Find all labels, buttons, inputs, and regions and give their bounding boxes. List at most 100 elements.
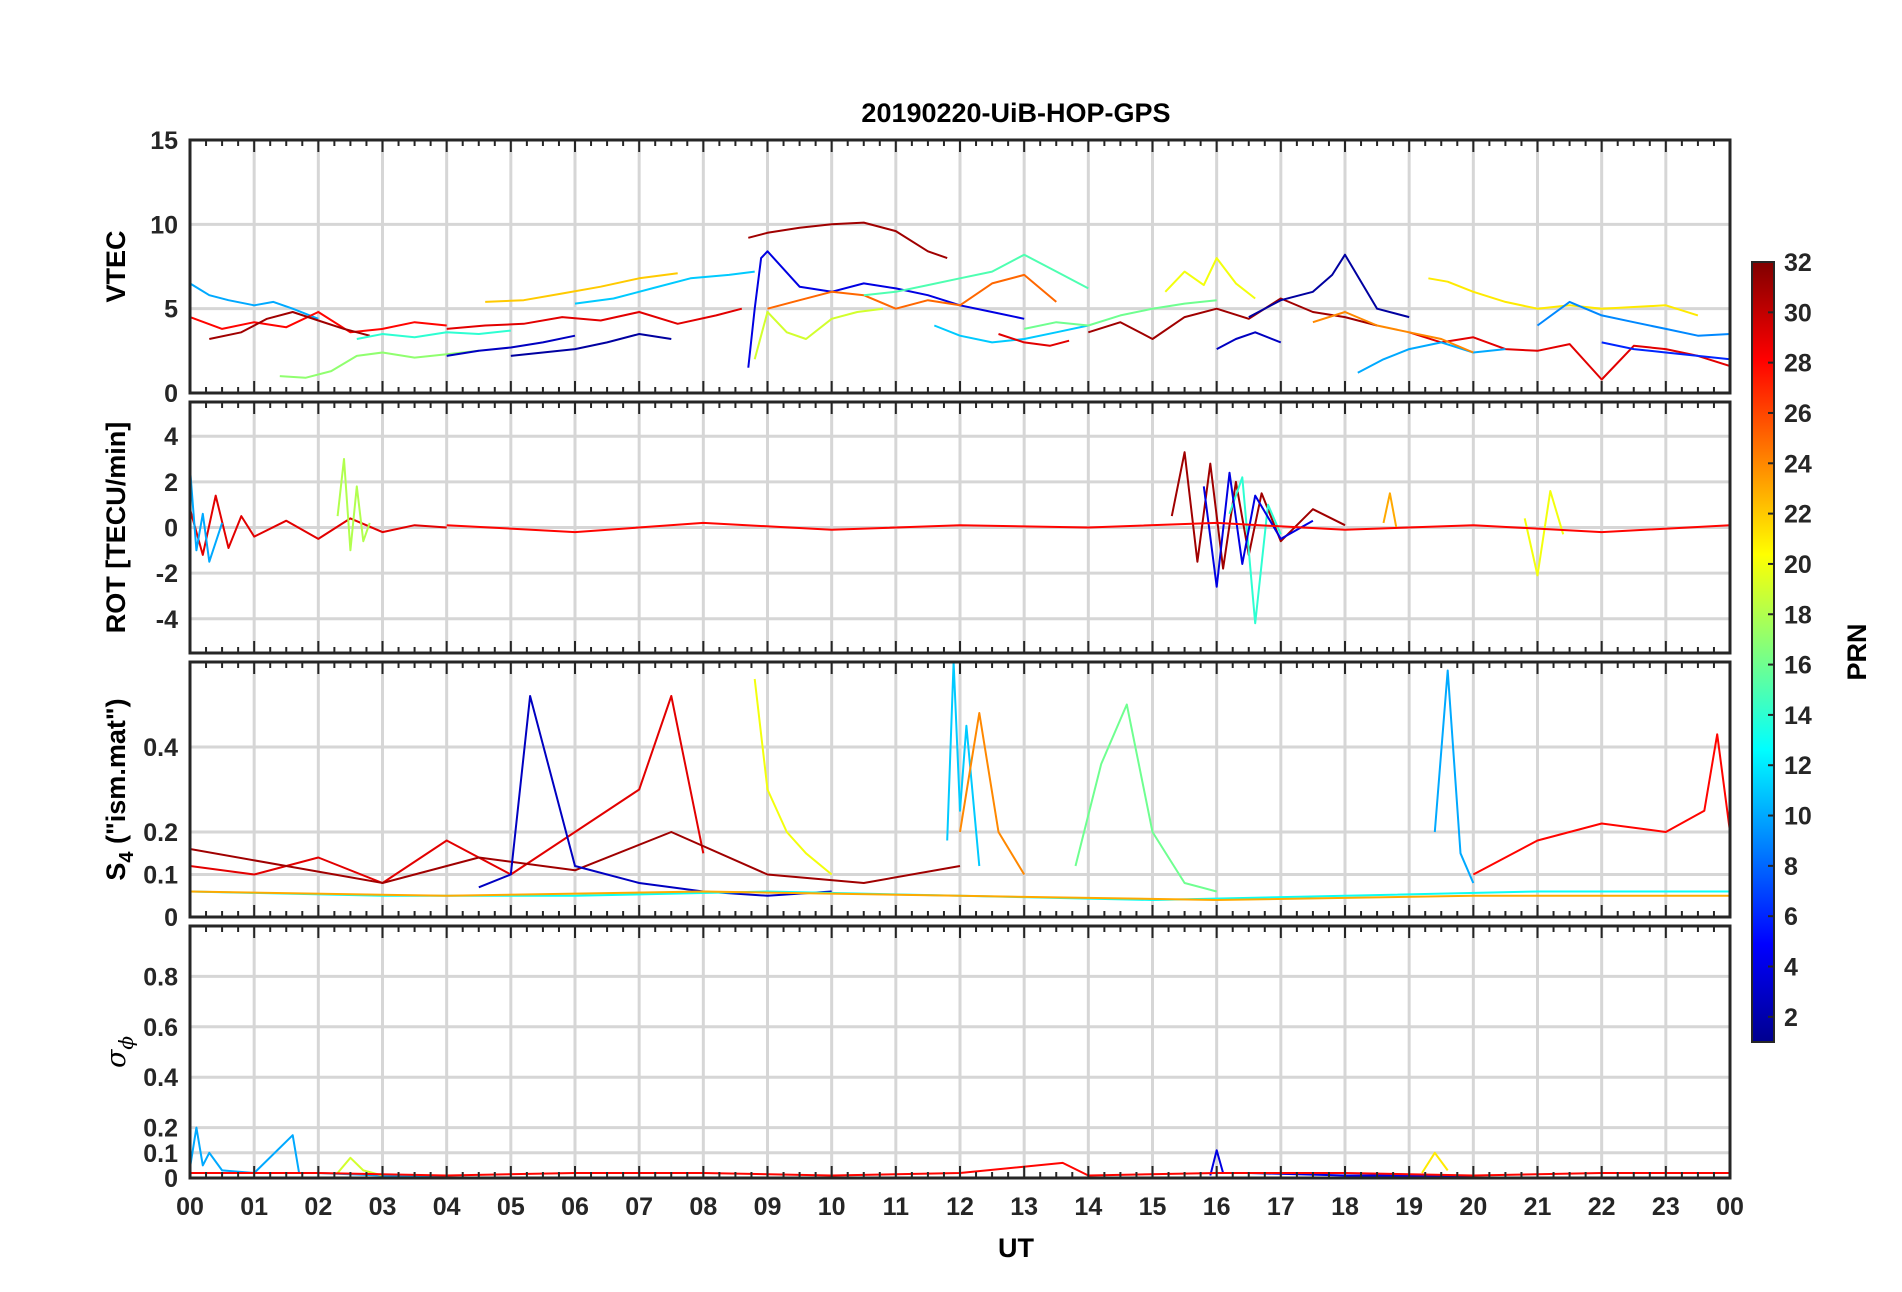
x-tick-label: 14 bbox=[1074, 1193, 1102, 1221]
colorbar-tick-label: 12 bbox=[1784, 752, 1812, 780]
colorbar-gradient bbox=[1751, 261, 1775, 1043]
series-prn-11 bbox=[946, 662, 981, 867]
colorbar-tick-label: 28 bbox=[1784, 350, 1812, 378]
y-tick-label: 0.2 bbox=[143, 819, 178, 847]
series-prn-28 bbox=[446, 521, 1730, 534]
series-prn-31 bbox=[1087, 297, 1378, 340]
series-prn-21 bbox=[1421, 1151, 1449, 1174]
x-tick-label: 07 bbox=[625, 1193, 653, 1221]
colorbar-label: PRN bbox=[1842, 623, 1872, 680]
series-prn-31 bbox=[190, 831, 961, 884]
x-tick-label: 03 bbox=[369, 1193, 397, 1221]
chart-title: 20190220-UiB-HOP-GPS bbox=[861, 98, 1170, 128]
series-prn-28 bbox=[190, 1161, 1730, 1177]
series-prn-10 bbox=[190, 468, 224, 563]
series-prn-29 bbox=[190, 494, 447, 556]
colorbar-tick-label: 2 bbox=[1784, 1004, 1798, 1032]
y-label-subscript: ϕ bbox=[114, 1036, 138, 1050]
rot-y-label: ROT [TECU/min] bbox=[101, 422, 131, 633]
series-prn-22 bbox=[485, 272, 678, 303]
y-tick-label: -4 bbox=[156, 606, 178, 634]
s4-traces bbox=[190, 662, 1730, 901]
colorbar-tick-label: 4 bbox=[1784, 954, 1798, 982]
series-prn-28 bbox=[1472, 733, 1730, 876]
series-prn-31 bbox=[748, 221, 948, 260]
x-tick-label: 00 bbox=[176, 1193, 204, 1221]
series-prn-19 bbox=[336, 1156, 383, 1177]
y-tick-label: 0 bbox=[164, 380, 178, 408]
vtec-traces bbox=[190, 221, 1730, 381]
y-tick-label: 0.2 bbox=[143, 1115, 178, 1143]
x-tick-label: 12 bbox=[946, 1193, 974, 1221]
series-prn-31 bbox=[209, 311, 370, 340]
x-tick-label: 15 bbox=[1139, 1193, 1167, 1221]
panel-s4: 00.10.20.4S4 ("ism.mat") bbox=[101, 660, 1732, 932]
y-tick-label: 2 bbox=[164, 469, 178, 497]
panel-vtec: 0 5 10 15 VTEC bbox=[101, 127, 1732, 408]
x-tick-label: 11 bbox=[883, 1193, 910, 1221]
colorbar-tick-label: 24 bbox=[1784, 450, 1812, 478]
series-prn-31 bbox=[1170, 451, 1346, 570]
y-tick-label: 0.4 bbox=[143, 734, 178, 762]
y-tick-label: 10 bbox=[150, 211, 178, 239]
x-tick-label: 22 bbox=[1588, 1193, 1616, 1221]
series-prn-20 bbox=[1164, 257, 1256, 300]
x-tick-label: 06 bbox=[561, 1193, 589, 1221]
colorbar-tick-label: 6 bbox=[1784, 903, 1798, 931]
colorbar-tick-label: 18 bbox=[1784, 601, 1812, 629]
y-label-rest: ("ism.mat") bbox=[101, 698, 131, 851]
series-prn-10 bbox=[1357, 341, 1506, 374]
series-prn-14 bbox=[1228, 476, 1282, 625]
x-tick-label: 16 bbox=[1203, 1193, 1231, 1221]
y-tick-label: 5 bbox=[164, 296, 178, 324]
series-prn-9 bbox=[1536, 300, 1730, 337]
series-prn-16 bbox=[1023, 299, 1217, 330]
series-prn-21 bbox=[1428, 277, 1699, 317]
x-tick-label: 00 bbox=[1716, 1193, 1744, 1221]
series-prn-18 bbox=[336, 458, 371, 552]
s4-y-label: S4 ("ism.mat") bbox=[101, 698, 138, 880]
y-label-main: S bbox=[101, 863, 131, 881]
y-label-subscript: 4 bbox=[116, 851, 138, 863]
y-tick-label: 0.1 bbox=[143, 862, 178, 890]
x-tick-label: 21 bbox=[1524, 1193, 1552, 1221]
x-tick-label: 13 bbox=[1010, 1193, 1038, 1221]
x-tick-label: 19 bbox=[1395, 1193, 1423, 1221]
y-tick-label: 0 bbox=[164, 904, 178, 932]
x-tick-label: 04 bbox=[433, 1193, 461, 1221]
colorbar-tick-label: 30 bbox=[1784, 299, 1812, 327]
sigma_phi-y-label: σϕ bbox=[101, 1036, 138, 1068]
series-prn-11 bbox=[933, 324, 1089, 344]
colorbar-tick-label: 22 bbox=[1784, 501, 1812, 529]
series-prn-3 bbox=[478, 695, 832, 897]
series-prn-24 bbox=[1312, 311, 1474, 354]
y-tick-label: 0 bbox=[164, 1165, 178, 1193]
series-prn-2 bbox=[510, 333, 672, 357]
series-prn-25 bbox=[767, 273, 1057, 310]
series-prn-23 bbox=[1382, 492, 1398, 528]
x-axis-label: UT bbox=[998, 1233, 1034, 1263]
colorbar-tick-label: 14 bbox=[1784, 702, 1812, 730]
x-tick-label: 01 bbox=[240, 1193, 268, 1221]
series-prn-10 bbox=[190, 282, 319, 320]
series-prn-16 bbox=[1074, 703, 1217, 893]
colorbar-tick-label: 10 bbox=[1784, 803, 1812, 831]
series-prn-3 bbox=[1216, 331, 1282, 350]
y-tick-label: 0.8 bbox=[143, 963, 178, 991]
series-prn-29 bbox=[1408, 331, 1730, 381]
colorbar-tick-label: 32 bbox=[1784, 249, 1812, 277]
colorbar-tick-label: 16 bbox=[1784, 652, 1812, 680]
y-tick-label: 0.4 bbox=[143, 1064, 178, 1092]
series-prn-11 bbox=[574, 270, 755, 305]
x-tick-label: 17 bbox=[1267, 1193, 1295, 1221]
series-prn-20 bbox=[753, 678, 833, 876]
series-prn-10 bbox=[1433, 669, 1475, 884]
y-tick-label: 4 bbox=[164, 423, 178, 451]
series-prn-3 bbox=[446, 334, 576, 357]
series-prn-24 bbox=[959, 712, 1026, 876]
colorbar-tick-label: 8 bbox=[1784, 853, 1798, 881]
